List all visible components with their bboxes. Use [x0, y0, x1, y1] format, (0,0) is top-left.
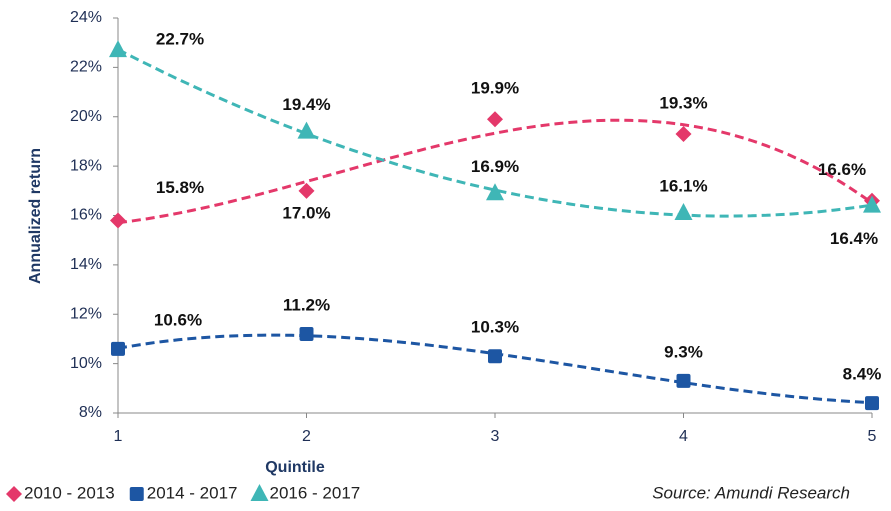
marker [676, 373, 691, 388]
data-label: 16.4% [830, 229, 878, 248]
source: Source: Amundi Research [652, 483, 850, 502]
marker [6, 486, 22, 502]
marker [250, 484, 269, 501]
data-label: 10.3% [471, 318, 519, 337]
legend-label: 2016 - 2017 [270, 483, 361, 502]
marker [297, 121, 316, 139]
marker [674, 203, 693, 221]
x-tick-label: 1 [114, 428, 123, 445]
marker [486, 183, 504, 201]
marker [298, 182, 315, 199]
y-tick-label: 12% [70, 305, 102, 322]
data-label: 19.9% [471, 79, 519, 98]
data-label: 22.7% [156, 30, 204, 49]
marker [111, 341, 125, 356]
x-tick-label: 3 [491, 428, 500, 445]
trendline [117, 118, 873, 225]
data-label: 11.2% [283, 295, 330, 314]
y-tick-label: 18% [70, 157, 102, 174]
marker [865, 396, 879, 411]
x-axis-label: Quintile [265, 459, 325, 476]
data-label: 17.0% [282, 203, 330, 222]
data-label: 9.3% [664, 342, 703, 361]
data-label: 15.8% [156, 178, 204, 197]
y-tick-label: 22% [70, 59, 102, 76]
marker [109, 40, 127, 58]
marker [487, 111, 503, 128]
data-label: 19.3% [659, 94, 707, 113]
data-label: 8.4% [843, 365, 882, 384]
y-tick-label: 16% [70, 207, 102, 224]
legend-label: 2010 - 2013 [24, 483, 115, 502]
trendline [117, 333, 873, 405]
y-axis-label: Annualized return [27, 148, 44, 284]
marker [110, 212, 126, 229]
marker [299, 327, 314, 341]
x-tick-label: 2 [302, 428, 311, 445]
y-tick-label: 10% [70, 355, 102, 372]
marker [129, 487, 144, 501]
legend-label: 2014 - 2017 [147, 483, 238, 502]
data-label: 16.9% [471, 157, 519, 176]
marker [863, 195, 881, 213]
y-tick-label: 24% [70, 9, 102, 26]
data-label: 16.6% [818, 160, 866, 179]
x-tick-label: 5 [868, 428, 877, 445]
marker [675, 126, 692, 143]
marker [488, 349, 502, 364]
y-tick-label: 20% [70, 108, 102, 125]
y-tick-label: 8% [79, 404, 102, 421]
x-tick-label: 4 [679, 428, 688, 445]
y-tick-label: 14% [70, 256, 102, 273]
data-label: 10.6% [154, 310, 202, 329]
data-label: 19.4% [282, 95, 330, 114]
data-label: 16.1% [659, 177, 707, 196]
